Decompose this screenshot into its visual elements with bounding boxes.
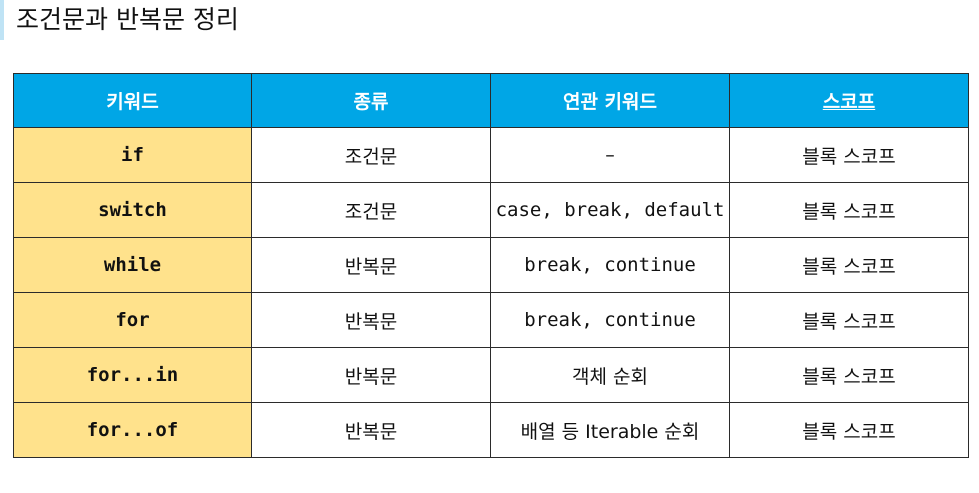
heading-accent-bar <box>0 0 4 40</box>
header-scope: 스코프 <box>729 73 969 128</box>
table-row: for...of 반복문 배열 등 Iterable 순회 블록 스코프 <box>13 402 969 458</box>
keyword-cell: for <box>13 292 252 348</box>
table-header-row: 키워드 종류 연관 키워드 스코프 <box>13 73 969 128</box>
related-keywords-cell: – <box>490 127 730 183</box>
table-row: while 반복문 break, continue 블록 스코프 <box>13 237 969 293</box>
page-title: 조건문과 반복문 정리 <box>16 5 239 34</box>
related-keywords-cell: 객체 순회 <box>490 347 730 403</box>
related-keywords-cell: 배열 등 Iterable 순회 <box>490 402 730 458</box>
keyword-cell: switch <box>13 182 252 238</box>
scope-cell: 블록 스코프 <box>729 237 969 293</box>
scope-cell: 블록 스코프 <box>729 402 969 458</box>
keyword-cell: for...in <box>13 347 252 403</box>
scope-cell: 블록 스코프 <box>729 182 969 238</box>
scope-cell: 블록 스코프 <box>729 292 969 348</box>
header-related-keywords: 연관 키워드 <box>490 73 730 128</box>
kind-cell: 반복문 <box>251 292 491 348</box>
page-heading: 조건문과 반복문 정리 <box>0 0 239 40</box>
table-row: if 조건문 – 블록 스코프 <box>13 127 969 183</box>
keyword-cell: for...of <box>13 402 252 458</box>
kind-cell: 반복문 <box>251 347 491 403</box>
header-kind: 종류 <box>251 73 491 128</box>
related-keywords-cell: break, continue <box>490 237 730 293</box>
related-keywords-cell: case, break, default <box>490 182 730 238</box>
kind-cell: 조건문 <box>251 182 491 238</box>
scope-cell: 블록 스코프 <box>729 347 969 403</box>
header-keyword: 키워드 <box>13 73 252 128</box>
kind-cell: 조건문 <box>251 127 491 183</box>
kind-cell: 반복문 <box>251 237 491 293</box>
control-flow-summary-table: 키워드 종류 연관 키워드 스코프 if 조건문 – 블록 스코프 switch… <box>13 73 969 458</box>
keyword-cell: if <box>13 127 252 183</box>
related-keywords-cell: break, continue <box>490 292 730 348</box>
table-row: switch 조건문 case, break, default 블록 스코프 <box>13 182 969 238</box>
kind-cell: 반복문 <box>251 402 491 458</box>
table-row: for 반복문 break, continue 블록 스코프 <box>13 292 969 348</box>
table-row: for...in 반복문 객체 순회 블록 스코프 <box>13 347 969 403</box>
keyword-cell: while <box>13 237 252 293</box>
scope-cell: 블록 스코프 <box>729 127 969 183</box>
